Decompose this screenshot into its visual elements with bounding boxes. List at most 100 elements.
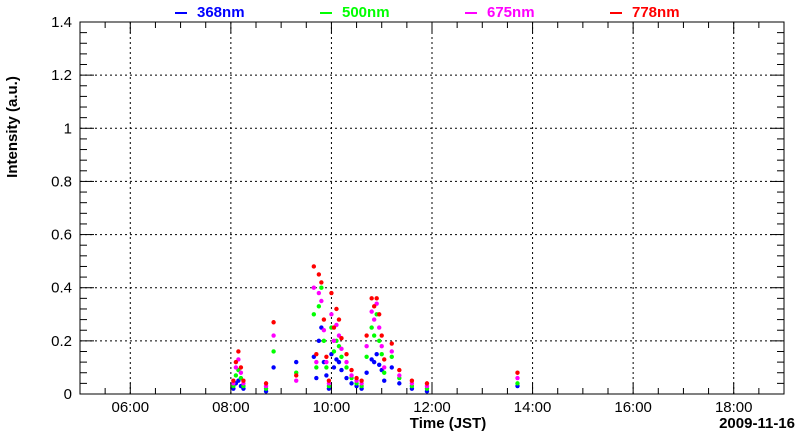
data-point xyxy=(344,375,349,381)
data-point xyxy=(377,362,382,367)
legend-label: 500nm xyxy=(342,4,390,21)
data-point xyxy=(314,359,319,365)
data-point xyxy=(364,333,369,338)
x-tick-label: 18:00 xyxy=(715,399,753,416)
data-point xyxy=(331,349,337,354)
data-point xyxy=(344,365,349,370)
series-778nm xyxy=(231,264,520,386)
data-point xyxy=(354,375,359,381)
date-label: 2009-11-16 xyxy=(719,415,795,432)
data-point xyxy=(231,378,236,383)
y-tick-label: 0.4 xyxy=(51,280,72,297)
data-point xyxy=(389,349,394,354)
data-point xyxy=(369,309,374,314)
data-point xyxy=(336,317,342,322)
data-point xyxy=(319,298,324,304)
data-point xyxy=(319,285,324,290)
legend-label: 778nm xyxy=(632,4,680,21)
data-point xyxy=(271,333,276,338)
data-point xyxy=(339,336,344,341)
data-point xyxy=(371,359,377,365)
data-point xyxy=(319,280,324,285)
legend: 368nm 500nm 675nm 778nm xyxy=(175,4,680,21)
data-point xyxy=(374,296,379,301)
data-point xyxy=(382,357,387,362)
data-point xyxy=(369,325,374,330)
data-point xyxy=(316,338,322,344)
data-point xyxy=(349,367,354,373)
data-point xyxy=(382,370,387,375)
data-point xyxy=(311,312,317,317)
data-point xyxy=(241,378,246,383)
data-point xyxy=(389,354,394,359)
x-axis-title: Time (JST) xyxy=(410,415,486,432)
data-point xyxy=(329,312,334,317)
data-point xyxy=(371,333,377,338)
data-point xyxy=(336,359,342,365)
data-point xyxy=(379,351,384,357)
gridlines xyxy=(80,22,784,394)
data-point xyxy=(389,341,394,346)
data-point xyxy=(324,365,329,370)
y-axis-title: Intensity (a.u.) xyxy=(4,76,21,178)
data-point xyxy=(324,373,329,378)
data-point xyxy=(339,346,344,352)
series-500nm xyxy=(231,285,520,391)
data-point xyxy=(379,333,384,338)
x-tick-label: 16:00 xyxy=(614,399,652,416)
data-point xyxy=(238,365,244,370)
data-point xyxy=(377,325,382,330)
data-point xyxy=(311,264,317,269)
data-point xyxy=(294,378,299,383)
x-tick-label: 08:00 xyxy=(212,399,250,416)
y-tick-label: 1.4 xyxy=(51,14,72,31)
y-tick-label: 0.2 xyxy=(51,333,72,350)
legend-label: 675nm xyxy=(487,4,535,21)
y-tick-label: 1 xyxy=(64,120,72,137)
data-point xyxy=(369,296,374,301)
data-point xyxy=(389,365,394,370)
data-point xyxy=(339,367,344,373)
data-point xyxy=(382,365,387,370)
data-point xyxy=(316,304,322,309)
data-point xyxy=(515,370,520,375)
data-point xyxy=(344,359,349,365)
data-point xyxy=(331,325,337,330)
data-point xyxy=(374,351,379,357)
data-point xyxy=(331,365,337,370)
y-tick-label: 1.2 xyxy=(51,67,72,84)
data-point xyxy=(379,343,384,349)
data-point xyxy=(371,317,377,322)
data-point xyxy=(397,381,402,386)
data-point xyxy=(334,306,339,312)
data-point xyxy=(271,320,276,325)
data-point xyxy=(339,354,344,359)
data-point xyxy=(316,290,322,296)
x-tick-label: 14:00 xyxy=(514,399,552,416)
data-point xyxy=(329,290,334,296)
data-point xyxy=(331,338,337,344)
data-point xyxy=(233,359,239,365)
x-tick-label: 10:00 xyxy=(313,399,351,416)
data-point xyxy=(344,351,349,357)
data-point xyxy=(294,373,299,378)
data-point xyxy=(314,375,319,381)
y-tick-label: 0 xyxy=(64,386,72,403)
data-point xyxy=(233,365,239,370)
data-point xyxy=(233,373,239,378)
data-point xyxy=(377,338,382,344)
data-point xyxy=(236,349,241,354)
data-point xyxy=(321,338,327,344)
data-point xyxy=(397,367,402,373)
data-point xyxy=(314,351,319,357)
data-point xyxy=(515,375,520,381)
data-point xyxy=(321,317,327,322)
data-point xyxy=(409,378,415,383)
data-point xyxy=(371,304,377,309)
data-point xyxy=(364,343,369,349)
data-point xyxy=(321,328,327,333)
data-point xyxy=(397,373,402,378)
y-tick-label: 0.6 xyxy=(51,227,72,244)
data-point xyxy=(515,381,520,386)
